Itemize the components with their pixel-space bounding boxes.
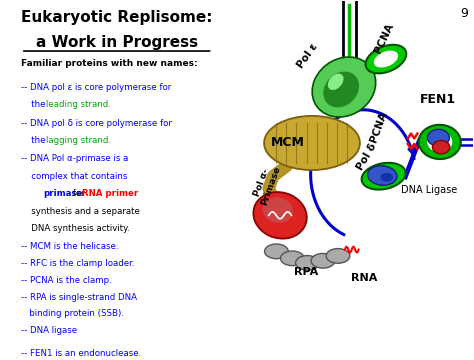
Ellipse shape (371, 168, 396, 184)
Text: the: the (23, 100, 48, 109)
Ellipse shape (419, 125, 461, 159)
Ellipse shape (326, 248, 350, 263)
Ellipse shape (365, 45, 406, 73)
Ellipse shape (427, 131, 452, 152)
Text: -- DNA Pol α-primase is a: -- DNA Pol α-primase is a (21, 154, 128, 163)
Ellipse shape (263, 197, 293, 223)
Text: -- DNA pol δ is core polymerase for: -- DNA pol δ is core polymerase for (21, 118, 172, 127)
Text: a Work in Progress: a Work in Progress (36, 35, 198, 50)
Text: RNA primer: RNA primer (82, 189, 138, 198)
Text: Pol δ: Pol δ (355, 142, 378, 172)
Ellipse shape (428, 129, 449, 146)
Ellipse shape (381, 173, 393, 181)
Text: FEN1: FEN1 (420, 93, 456, 106)
Ellipse shape (362, 163, 406, 190)
Ellipse shape (281, 251, 304, 266)
Text: -- RFC is the clamp loader.: -- RFC is the clamp loader. (21, 259, 135, 268)
Text: -- DNA ligase: -- DNA ligase (21, 326, 77, 335)
Text: PCNA: PCNA (373, 22, 395, 55)
Text: leading strand.: leading strand. (46, 100, 111, 109)
Text: RPA: RPA (294, 267, 318, 277)
Ellipse shape (312, 57, 376, 117)
Text: MCM: MCM (271, 136, 305, 149)
Text: lagging strand.: lagging strand. (46, 136, 111, 145)
Ellipse shape (264, 116, 360, 170)
Text: -- DNA pol ε is core polymerase for: -- DNA pol ε is core polymerase for (21, 83, 171, 92)
Text: Eukaryotic Replisome:: Eukaryotic Replisome: (21, 10, 212, 25)
Text: synthesis and a separate: synthesis and a separate (23, 207, 140, 216)
Ellipse shape (432, 140, 450, 154)
Ellipse shape (328, 73, 344, 90)
Text: for: for (70, 189, 87, 198)
Ellipse shape (264, 244, 288, 259)
Text: -- FEN1 is an endonuclease.: -- FEN1 is an endonuclease. (21, 349, 141, 358)
Text: 9: 9 (460, 6, 468, 20)
Text: complex that contains: complex that contains (23, 172, 128, 181)
Text: primase: primase (43, 189, 82, 198)
Text: Familiar proteins with new names:: Familiar proteins with new names: (21, 59, 198, 68)
Text: DNA synthesis activity.: DNA synthesis activity. (23, 224, 130, 233)
Ellipse shape (253, 192, 307, 239)
Ellipse shape (367, 166, 397, 185)
Text: -- PCNA is the clamp.: -- PCNA is the clamp. (21, 276, 112, 285)
Text: PCNA: PCNA (369, 111, 389, 144)
Ellipse shape (374, 51, 398, 68)
Text: Pol ε: Pol ε (295, 41, 319, 70)
Ellipse shape (311, 253, 335, 268)
Text: Pol α-
Primase: Pol α- Primase (250, 161, 283, 207)
Text: -- MCM is the helicase.: -- MCM is the helicase. (21, 242, 118, 251)
Text: RNA: RNA (351, 273, 377, 283)
Text: DNA Ligase: DNA Ligase (401, 185, 457, 195)
Text: binding protein (SSB).: binding protein (SSB). (21, 309, 124, 318)
Text: the: the (23, 136, 48, 145)
Ellipse shape (296, 256, 319, 270)
Ellipse shape (323, 72, 359, 107)
Text: -- RPA is single-strand DNA: -- RPA is single-strand DNA (21, 293, 137, 302)
